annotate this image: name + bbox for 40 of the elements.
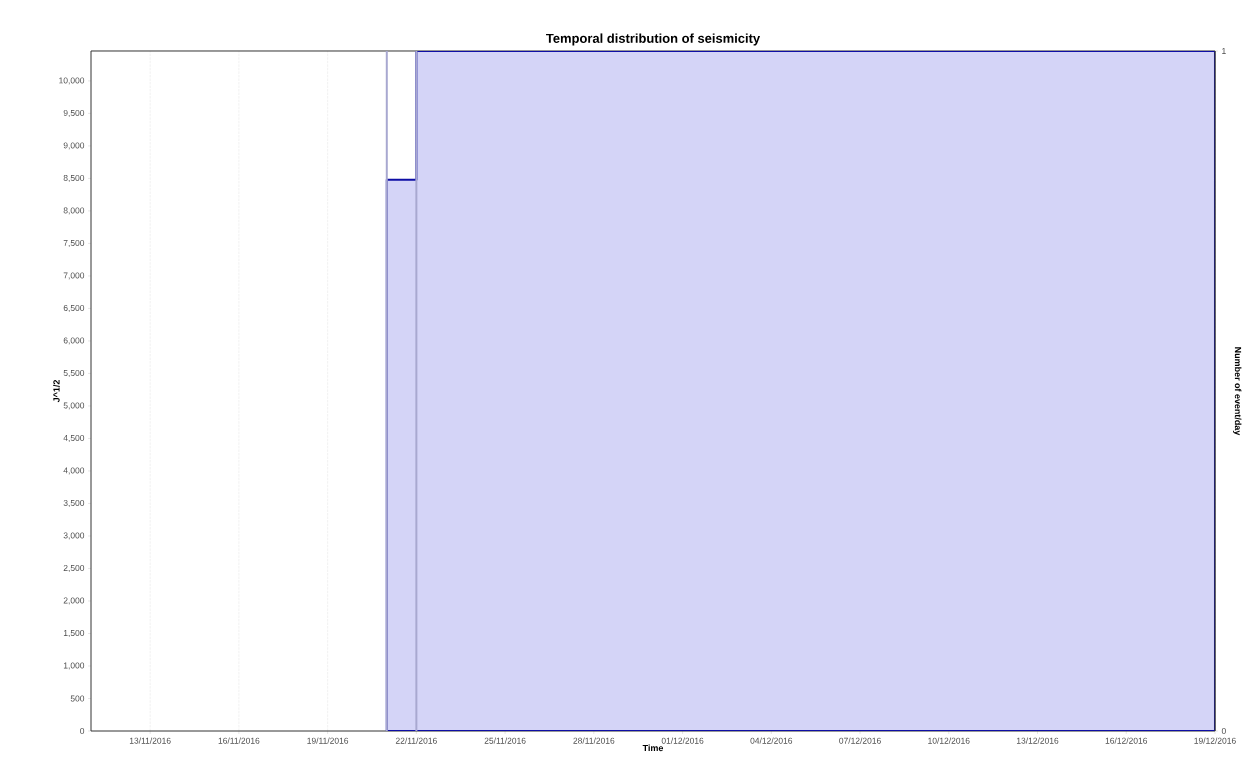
- x-tick-label: 07/12/2016: [839, 737, 881, 744]
- y-tick-label: 8,500: [63, 174, 85, 182]
- y-tick-label: 2,000: [63, 597, 85, 605]
- y-tick-label: 10,000: [59, 77, 85, 85]
- y-tick-label: 9,500: [63, 109, 85, 117]
- x-axis-title: Time: [642, 744, 664, 752]
- x-tick-label: 13/11/2016: [129, 737, 171, 744]
- x-tick-label: 01/12/2016: [661, 737, 704, 744]
- y-tick-label: 3,500: [63, 499, 85, 507]
- y-tick-label: 7,000: [63, 272, 85, 280]
- y-tick-label: 9,000: [63, 142, 85, 150]
- y-tick-label: 1,500: [63, 629, 85, 637]
- x-tick-label: 16/11/2016: [218, 737, 260, 744]
- y-tick-label: 3,000: [63, 532, 85, 540]
- y-tick-label: 500: [70, 695, 85, 702]
- x-tick-label: 10/12/2016: [928, 737, 970, 744]
- x-tick-label: 13/12/2016: [1016, 737, 1059, 744]
- y-tick-label: 7,500: [63, 239, 85, 247]
- y-tick-label: 4,500: [63, 434, 85, 442]
- y2-axis-title: Number of event/day: [1233, 347, 1242, 436]
- x-tick-label: 19/11/2016: [307, 737, 349, 744]
- y-tick-label: 4,000: [63, 467, 85, 475]
- x-tick-label: 16/12/2016: [1105, 737, 1148, 744]
- y2-tick-label: 1: [1222, 48, 1226, 54]
- x-tick-label: 25/11/2016: [484, 737, 526, 744]
- chart-title: Temporal distribution of seismicity: [546, 33, 761, 46]
- x-tick-label: 04/12/2016: [750, 737, 793, 744]
- y-tick-label: 2,500: [63, 564, 85, 572]
- y2-tick-label: 0: [1221, 728, 1226, 734]
- y-tick-label: 0: [80, 728, 85, 734]
- y-tick-label: 6,000: [63, 337, 85, 345]
- y-tick-label: 5,500: [63, 369, 85, 377]
- y-axis-title: J^1/2: [53, 380, 60, 403]
- x-tick-label: 22/11/2016: [395, 737, 437, 744]
- y-tick-label: 5,000: [63, 402, 85, 410]
- y-tick-label: 6,500: [63, 304, 85, 312]
- y-tick-label: 8,000: [63, 207, 85, 215]
- y-tick-label: 1,000: [63, 662, 85, 670]
- x-tick-label: 28/11/2016: [573, 737, 615, 744]
- x-tick-label: 19/12/2016: [1194, 737, 1236, 744]
